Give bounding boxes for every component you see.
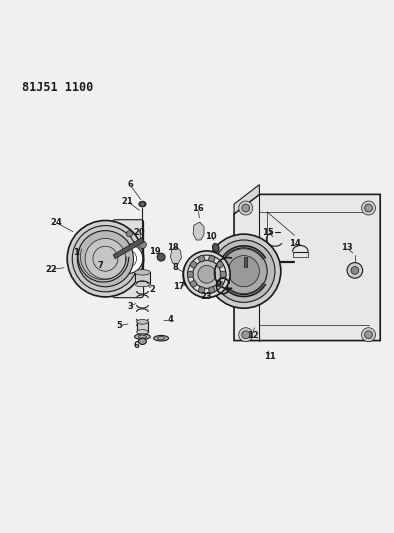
Ellipse shape [157, 337, 165, 340]
Ellipse shape [154, 335, 169, 341]
Text: 6: 6 [134, 341, 139, 350]
PathPatch shape [113, 237, 143, 259]
Circle shape [213, 240, 275, 302]
Text: 6: 6 [127, 180, 133, 189]
Text: 14: 14 [288, 239, 300, 248]
FancyBboxPatch shape [112, 220, 143, 298]
Circle shape [228, 256, 259, 287]
Circle shape [126, 231, 133, 237]
Bar [244, 257, 247, 266]
Circle shape [183, 251, 230, 298]
Text: 18: 18 [167, 243, 178, 252]
Circle shape [347, 263, 363, 278]
Circle shape [207, 234, 281, 308]
Ellipse shape [183, 264, 191, 286]
Circle shape [364, 204, 372, 212]
Text: 17: 17 [173, 282, 184, 291]
Circle shape [199, 256, 205, 262]
Text: 23: 23 [200, 292, 212, 301]
Circle shape [242, 204, 250, 212]
Text: 8: 8 [172, 263, 178, 272]
Text: 19: 19 [149, 247, 161, 256]
Ellipse shape [135, 281, 150, 287]
Ellipse shape [137, 319, 148, 324]
Text: 16: 16 [192, 204, 204, 213]
Text: 7: 7 [97, 261, 103, 270]
Text: 15: 15 [262, 228, 274, 237]
Circle shape [187, 271, 193, 277]
Text: 22: 22 [45, 265, 57, 274]
Ellipse shape [139, 338, 146, 344]
Text: 21: 21 [121, 197, 133, 206]
Circle shape [157, 253, 165, 261]
Bar [135, 272, 150, 284]
Circle shape [199, 287, 205, 293]
Ellipse shape [135, 270, 150, 275]
Circle shape [190, 262, 197, 268]
Text: 81J51 1100: 81J51 1100 [22, 82, 93, 94]
Text: 24: 24 [51, 219, 63, 228]
Circle shape [139, 241, 146, 248]
Text: 13: 13 [341, 243, 353, 252]
Ellipse shape [212, 244, 219, 252]
Bar [137, 322, 148, 332]
PathPatch shape [234, 184, 259, 214]
Circle shape [217, 262, 223, 268]
Circle shape [364, 331, 372, 338]
Text: 5: 5 [116, 321, 122, 330]
Circle shape [220, 248, 267, 295]
Circle shape [198, 265, 216, 283]
Circle shape [209, 287, 215, 293]
Text: 1: 1 [73, 248, 79, 257]
Circle shape [217, 281, 223, 287]
Circle shape [242, 331, 250, 338]
Circle shape [239, 201, 253, 215]
Circle shape [190, 281, 197, 287]
Text: 20: 20 [134, 228, 145, 237]
Text: 4: 4 [167, 316, 173, 325]
Text: 12: 12 [247, 330, 259, 340]
Ellipse shape [139, 201, 146, 207]
Circle shape [188, 255, 226, 294]
PathPatch shape [171, 247, 181, 263]
Ellipse shape [137, 329, 148, 334]
Text: 11: 11 [264, 352, 276, 361]
Circle shape [72, 225, 139, 292]
Text: 3: 3 [127, 302, 133, 311]
Circle shape [362, 201, 375, 215]
Circle shape [85, 238, 126, 279]
PathPatch shape [193, 222, 204, 240]
Circle shape [351, 266, 359, 274]
Circle shape [239, 328, 253, 342]
Circle shape [193, 260, 221, 288]
Circle shape [209, 256, 215, 262]
Circle shape [113, 244, 143, 273]
Ellipse shape [138, 335, 147, 338]
Circle shape [362, 328, 375, 342]
Text: 10: 10 [205, 232, 216, 240]
Circle shape [140, 202, 145, 206]
Circle shape [67, 221, 143, 297]
Text: 2: 2 [149, 285, 155, 294]
Ellipse shape [135, 334, 150, 340]
Circle shape [77, 231, 134, 287]
PathPatch shape [234, 195, 380, 341]
Circle shape [220, 271, 226, 277]
Text: 9: 9 [215, 279, 221, 288]
